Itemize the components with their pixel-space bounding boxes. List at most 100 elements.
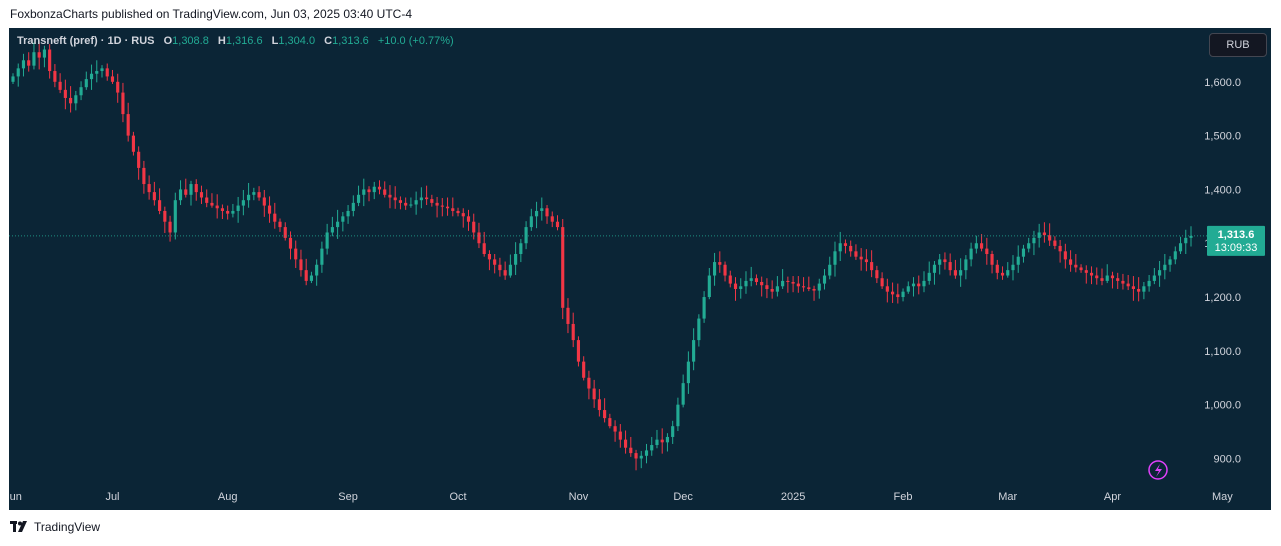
y-tick-label: 1,500.0 <box>1204 131 1241 143</box>
candle-body <box>257 192 261 198</box>
candle-body <box>728 275 732 284</box>
price-tag <box>1207 225 1265 256</box>
candle-body <box>487 254 492 260</box>
candle-body <box>121 92 125 115</box>
candle-body <box>629 447 633 454</box>
chart-panel[interactable]: 900.01,000.01,100.01,200.01,300.01,400.0… <box>9 28 1271 510</box>
candle-body <box>137 151 141 168</box>
candle-body <box>383 189 387 195</box>
candle-body <box>676 404 680 427</box>
candle-body <box>184 189 188 195</box>
candle-body <box>550 216 554 222</box>
tradingview-brand[interactable]: TradingView <box>10 520 100 534</box>
candle-body <box>27 60 31 66</box>
candle-body <box>854 251 858 257</box>
candle-body <box>990 254 994 265</box>
candle-body <box>906 286 910 292</box>
candle-body <box>32 52 36 66</box>
candle-body <box>1027 243 1031 249</box>
candle-body <box>859 256 863 260</box>
candle-body <box>781 280 785 287</box>
candle-body <box>398 200 403 203</box>
candle-body <box>42 49 46 58</box>
candle-body <box>959 270 963 276</box>
price-chart[interactable]: 900.01,000.01,100.01,200.01,300.01,400.0… <box>9 28 1271 510</box>
candle-body <box>613 426 617 432</box>
candle-body <box>69 97 73 104</box>
candle-body <box>576 340 581 362</box>
tradingview-logo-icon <box>10 521 27 532</box>
candle-body <box>534 210 539 217</box>
candle-body <box>210 202 214 206</box>
candle-body <box>1189 235 1193 238</box>
candle-body <box>896 294 900 298</box>
candle-body <box>472 221 476 233</box>
candle-body <box>603 410 607 419</box>
candle-body <box>461 213 465 217</box>
x-tick-label: Jun <box>9 491 22 503</box>
candle-body <box>1016 256 1020 265</box>
candle-body <box>765 285 769 289</box>
candle-body <box>870 262 874 271</box>
x-tick-label: Apr <box>1104 491 1121 503</box>
candle-body <box>89 73 94 80</box>
symbol-legend[interactable]: Transneft (pref) · 1D · RUS O1,308.8 H1,… <box>17 35 460 47</box>
candle-body <box>425 197 429 200</box>
candle-body <box>644 450 649 456</box>
candle-body <box>1163 264 1167 271</box>
candle-body <box>367 189 371 193</box>
candle-body <box>356 194 361 203</box>
candle-body <box>173 200 177 233</box>
candle-body <box>901 291 905 298</box>
candle-body <box>1184 237 1188 244</box>
candle-body <box>226 210 230 214</box>
candle-body <box>53 71 57 82</box>
y-tick-label: 900.0 <box>1213 453 1241 465</box>
candle-body <box>555 221 560 228</box>
candle-body <box>891 291 895 295</box>
candle-body <box>671 426 675 437</box>
candle-body <box>1131 286 1135 289</box>
candle-body <box>241 200 245 206</box>
candle-body <box>812 288 816 291</box>
candle-body <box>351 202 355 211</box>
candle-body <box>1152 275 1156 281</box>
candle-body <box>131 135 135 152</box>
candle-body <box>1116 278 1120 281</box>
candle-body <box>267 205 272 214</box>
candle-body <box>828 264 832 276</box>
candle-body <box>503 270 507 276</box>
candle-body <box>964 259 968 271</box>
candle-body <box>63 89 67 98</box>
candle-body <box>744 280 748 287</box>
candle-body <box>608 418 612 427</box>
candle-body <box>712 262 717 276</box>
candle-body <box>294 248 298 260</box>
low-label: L <box>271 35 279 47</box>
candle-body <box>1178 243 1183 252</box>
close-label: C <box>324 35 333 47</box>
lightning-bolt-icon <box>1155 464 1162 477</box>
candle-body <box>1137 288 1141 292</box>
candle-body <box>1037 232 1041 238</box>
candle-body <box>336 221 340 228</box>
currency-button[interactable]: RUB <box>1209 33 1267 57</box>
candle-body <box>754 278 759 282</box>
candle-body <box>655 439 659 446</box>
candle-body <box>105 68 109 77</box>
candle-body <box>283 227 287 238</box>
candle-body <box>58 81 62 90</box>
candle-body <box>760 281 764 286</box>
candle-body <box>48 49 52 72</box>
candle-body <box>927 272 931 281</box>
candle-body <box>372 186 376 193</box>
candle-body <box>545 208 549 217</box>
candle-body <box>152 192 156 201</box>
candle-body <box>247 194 251 201</box>
y-tick-label: 1,200.0 <box>1204 292 1241 304</box>
candle-body <box>1079 267 1083 271</box>
candle-body <box>1158 270 1162 276</box>
candle-body <box>362 189 366 195</box>
candle-body <box>948 262 952 271</box>
candle-body <box>1069 259 1073 265</box>
